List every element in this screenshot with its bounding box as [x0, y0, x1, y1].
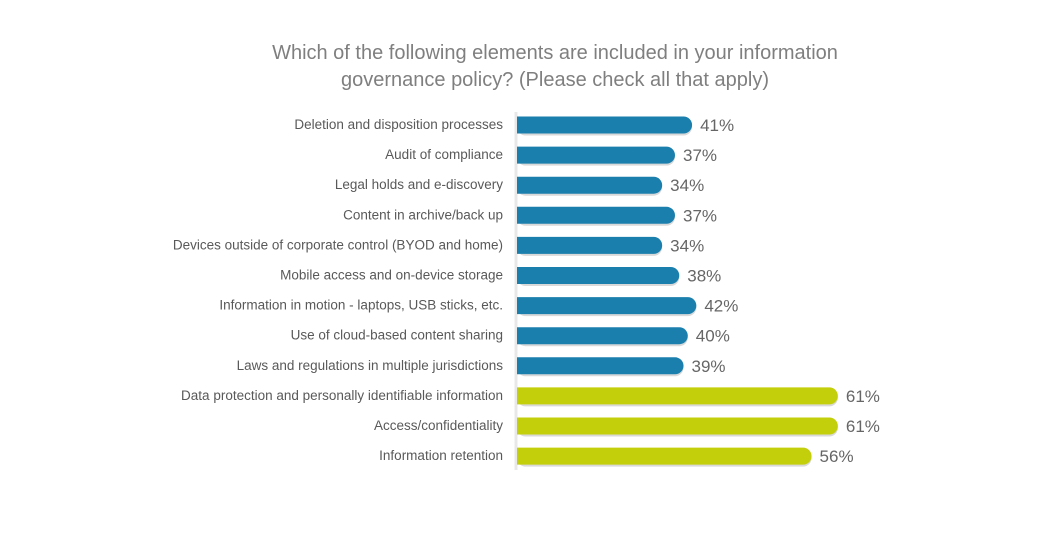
chart-title-line-1: Which of the following elements are incl… [272, 42, 838, 64]
category-label: Mobile access and on-device storage [280, 268, 503, 283]
category-label: Data protection and personally identifia… [181, 388, 503, 403]
data-label: 40% [696, 327, 730, 346]
category-label: Legal holds and e-discovery [335, 177, 503, 192]
bar [517, 267, 680, 284]
data-label: 39% [692, 357, 726, 376]
bar [517, 116, 693, 134]
bar [517, 387, 838, 405]
bar [517, 206, 675, 224]
data-label: 37% [683, 146, 717, 165]
data-label: 37% [683, 206, 717, 225]
category-label: Audit of compliance [385, 147, 503, 162]
category-label: Use of cloud-based content sharing [291, 328, 503, 343]
data-label: 42% [704, 297, 738, 316]
data-label: 38% [687, 267, 721, 286]
category-label: Information retention [379, 448, 503, 463]
bar [517, 417, 838, 435]
category-label: Deletion and disposition processes [294, 117, 503, 132]
chart-title: Which of the following elements are incl… [200, 40, 910, 94]
bar [517, 146, 675, 164]
data-label: 34% [670, 176, 704, 195]
bar [517, 297, 697, 315]
data-label: 61% [846, 387, 880, 406]
bar [517, 327, 688, 345]
data-label: 56% [820, 447, 854, 466]
bar [517, 236, 663, 254]
category-label: Laws and regulations in multiple jurisdi… [237, 358, 504, 373]
bar [517, 176, 663, 194]
category-label: Information in motion - laptops, USB sti… [219, 298, 503, 313]
data-label: 41% [700, 116, 734, 135]
bar [517, 447, 812, 465]
data-label: 61% [846, 417, 880, 436]
category-label: Access/confidentiality [374, 418, 503, 433]
chart-title-line-2: governance policy? (Please check all tha… [340, 69, 770, 91]
bar [517, 357, 684, 375]
data-label: 34% [670, 236, 704, 255]
category-label: Content in archive/back up [343, 207, 503, 222]
category-label: Devices outside of corporate control (BY… [173, 237, 503, 252]
